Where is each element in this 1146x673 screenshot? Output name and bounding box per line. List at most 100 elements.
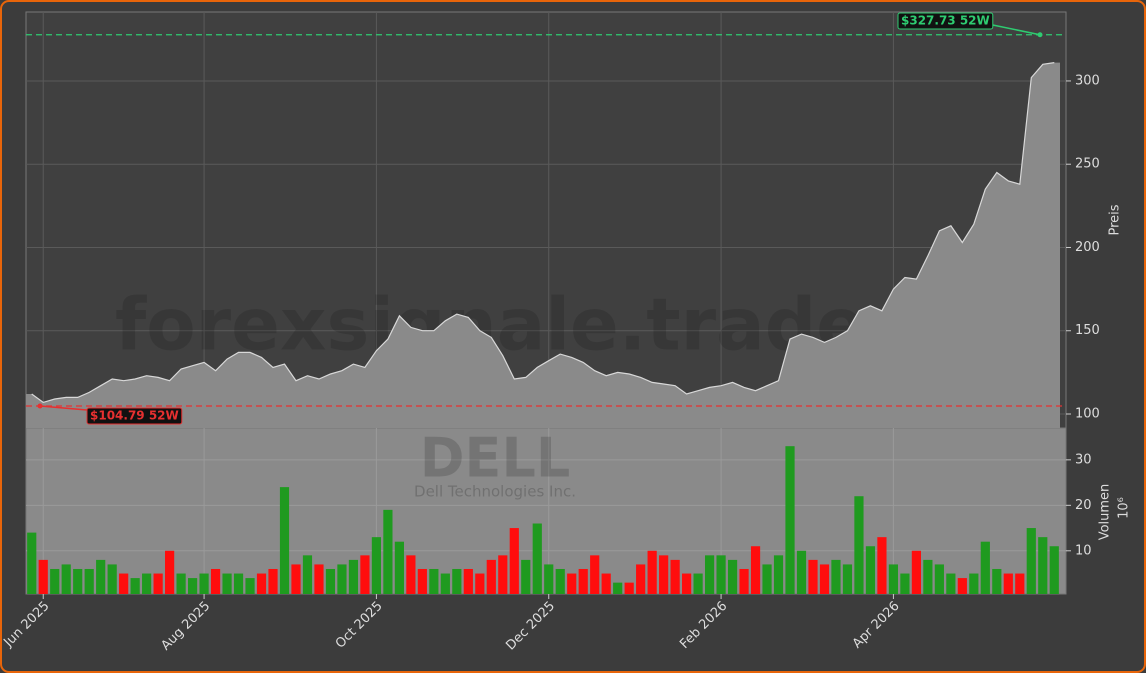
volume-bar — [348, 559, 359, 594]
volume-bar — [50, 568, 60, 594]
y-tick-label: 250 — [1075, 157, 1100, 172]
volume-bar — [1038, 537, 1048, 594]
volume-bar — [187, 578, 198, 594]
y-tick-label: 10 — [1075, 543, 1092, 558]
volume-bar — [750, 546, 761, 594]
volume-bar — [176, 573, 186, 594]
volume-bar — [865, 546, 876, 594]
volume-bar — [785, 446, 795, 594]
volume-bar — [877, 537, 887, 594]
volume-bar — [969, 573, 979, 594]
volume-bar — [739, 568, 749, 594]
volume-axis-label: Volumen — [1098, 484, 1113, 541]
volume-bar — [107, 564, 117, 594]
volume-bar — [923, 559, 933, 594]
symbol-watermark: DELL — [420, 427, 571, 490]
volume-bar — [394, 541, 404, 594]
volume-bar — [808, 559, 818, 594]
volume-bar — [900, 573, 910, 594]
volume-bar — [429, 568, 439, 594]
volume-bar — [383, 509, 393, 594]
volume-bar — [142, 573, 152, 594]
volume-bar — [165, 550, 175, 594]
volume-bar — [38, 559, 48, 594]
volume-bar — [647, 550, 657, 594]
volume-bar — [555, 568, 565, 594]
volume-bar — [119, 573, 129, 594]
volume-bar — [578, 568, 588, 594]
volume-bar — [153, 573, 163, 594]
volume-bar — [498, 555, 508, 594]
y-tick-label: 30 — [1075, 452, 1092, 467]
volume-bar — [773, 555, 784, 594]
volume-bar — [1049, 546, 1059, 594]
volume-bar — [842, 564, 853, 594]
volume-bar — [980, 541, 990, 594]
volume-bar — [245, 578, 255, 594]
volume-bar — [440, 573, 450, 594]
volume-bar — [854, 496, 864, 594]
company-watermark: Dell Technologies Inc. — [414, 483, 576, 501]
volume-bar — [96, 559, 106, 594]
volume-bar — [727, 559, 738, 594]
volume-bar — [130, 578, 140, 594]
volume-bar — [762, 564, 772, 594]
reference-arrow — [39, 405, 88, 411]
volume-bar — [521, 559, 531, 594]
volume-bar — [957, 578, 967, 594]
volume-bar — [693, 573, 703, 594]
volume-bar — [624, 582, 634, 594]
volume-bar — [268, 568, 278, 594]
volume-bar — [636, 564, 646, 594]
volume-bar — [406, 555, 416, 594]
volume-bar — [73, 568, 83, 594]
volume-bar — [946, 573, 956, 594]
volume-bar — [601, 573, 611, 594]
volume-bar — [256, 573, 267, 594]
volume-bar — [360, 555, 370, 594]
volume-bar — [544, 564, 554, 594]
volume-bar — [84, 568, 94, 594]
volume-bar — [61, 564, 71, 594]
reference-label: $327.73 52W — [901, 14, 990, 28]
volume-bar — [992, 568, 1002, 594]
y-tick-label: 300 — [1075, 73, 1100, 88]
volume-bar — [302, 555, 313, 594]
volume-bar — [1003, 573, 1013, 594]
volume-bar — [291, 564, 301, 594]
volume-bar — [590, 555, 600, 594]
volume-bar — [199, 573, 209, 594]
volume-bar — [1026, 528, 1036, 594]
volume-bar — [831, 559, 841, 594]
reference-arrow — [992, 24, 1041, 36]
volume-bar — [417, 568, 427, 594]
volume-unit: 10⁶ — [1117, 497, 1132, 519]
volume-bar — [1015, 573, 1025, 594]
volume-bar — [233, 573, 244, 594]
volume-bar — [337, 564, 347, 594]
price-axis-label: Preis — [1108, 204, 1123, 235]
volume-bar — [222, 573, 232, 594]
volume-bar — [486, 559, 496, 594]
volume-bar — [314, 564, 324, 594]
volume-bar — [659, 555, 669, 594]
volume-bar — [463, 568, 473, 594]
reference-label: $104.79 52W — [90, 409, 179, 423]
arrow-head — [1037, 32, 1043, 38]
volume-bar — [796, 550, 807, 594]
volume-bar — [819, 564, 830, 594]
volume-bar — [509, 528, 519, 594]
arrow-head — [37, 403, 43, 409]
volume-bar — [704, 555, 715, 594]
reference-label-box — [897, 12, 994, 30]
y-tick-label: 200 — [1075, 240, 1100, 255]
volume-bar — [682, 573, 692, 594]
volume-bar — [934, 564, 944, 594]
volume-bar — [613, 582, 623, 594]
volume-bar — [716, 555, 726, 594]
volume-bar — [888, 564, 899, 594]
y-tick-label: 150 — [1075, 323, 1100, 338]
volume-bar — [532, 523, 542, 594]
volume-bar — [475, 573, 485, 594]
